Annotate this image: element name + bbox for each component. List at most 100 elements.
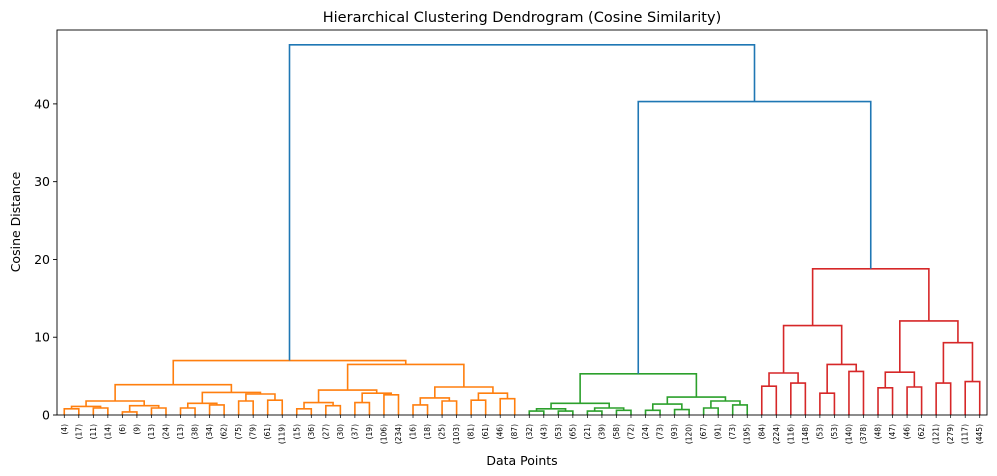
leaf-label: (32) <box>525 424 534 439</box>
leaf-label: (15) <box>292 424 301 439</box>
leaf-label: (4) <box>60 424 69 435</box>
leaf-label: (148) <box>801 424 810 444</box>
leaf-label: (36) <box>307 424 316 439</box>
dendrogram-link-green <box>579 372 698 404</box>
leaf-labels: (4) (17) (11) (14) (6) (9) (13) (24) (13) (38) (34… <box>60 415 984 444</box>
dendrogram-link-green <box>535 407 567 412</box>
leaf-label: (16) <box>409 424 418 439</box>
dendrogram-link-green <box>615 409 632 415</box>
leaf-label: (116) <box>786 424 795 444</box>
dendrogram-link-red <box>768 372 799 387</box>
leaf-label: (37) <box>350 424 359 439</box>
leaf-label: (445) <box>975 424 984 444</box>
leaf-label: (378) <box>859 424 868 444</box>
leaf-label: (38) <box>191 424 200 439</box>
leaf-label: (81) <box>467 424 476 439</box>
dendrogram-link-red <box>877 386 894 415</box>
leaf-label: (46) <box>903 424 912 439</box>
leaf-label: (25) <box>438 424 447 439</box>
leaf-label: (43) <box>539 424 548 439</box>
y-tick-label: 0 <box>42 408 50 423</box>
dendrogram-link-orange <box>295 407 313 415</box>
dendrogram-link-orange <box>172 359 407 385</box>
dendrogram-link-orange <box>92 407 109 415</box>
dendrogram-link-blue <box>637 100 872 374</box>
dendrogram-link-orange <box>499 397 516 415</box>
leaf-label: (62) <box>917 424 926 439</box>
leaf-label: (67) <box>699 424 708 439</box>
leaf-label: (53) <box>554 424 563 439</box>
dendrogram-link-red <box>964 380 981 415</box>
dendrogram-link-red <box>811 267 930 326</box>
leaf-label: (73) <box>656 424 665 439</box>
leaf-label: (48) <box>874 424 883 439</box>
leaf-label: (11) <box>89 424 98 439</box>
leaf-label: (53) <box>815 424 824 439</box>
x-axis-label: Data Points <box>486 453 557 468</box>
dendrogram-link-red <box>782 324 843 373</box>
dendrogram-link-orange <box>303 401 334 409</box>
chart-title: Hierarchical Clustering Dendrogram (Cosi… <box>323 10 721 26</box>
dendrogram-link-green <box>557 410 574 415</box>
dendrogram-link-orange <box>266 399 284 415</box>
dendrogram-link-red <box>848 370 865 415</box>
leaf-label: (13) <box>176 424 185 439</box>
dendrogram-link-orange <box>317 389 378 403</box>
dendrogram-link-green <box>644 409 661 415</box>
dendrogram-link-green <box>731 404 749 415</box>
dendrogram-link-orange <box>441 400 458 415</box>
dendrogram-link-orange <box>470 399 487 415</box>
dendrogram-link-red <box>942 341 974 384</box>
leaf-label: (62) <box>220 424 229 439</box>
leaf-label: (6) <box>118 424 127 435</box>
dendrogram-link-red <box>826 363 858 394</box>
leaf-label: (234) <box>394 424 403 444</box>
leaf-label: (24) <box>161 424 170 439</box>
leaf-label: (279) <box>946 424 955 444</box>
leaf-label: (103) <box>452 424 461 444</box>
leaf-label: (106) <box>379 424 388 444</box>
dendrogram-link-orange <box>237 400 254 415</box>
dendrogram-link-orange <box>121 411 138 415</box>
y-axis: 0 10 20 30 40 <box>34 96 57 423</box>
leaf-label: (9) <box>132 424 141 435</box>
leaf-label: (19) <box>365 424 374 439</box>
dendrogram-link-green <box>528 410 545 415</box>
leaf-label: (195) <box>743 424 752 444</box>
leaf-label: (47) <box>888 424 897 439</box>
dendrogram-link-green <box>586 410 603 415</box>
dendrogram-link-blue <box>288 43 756 361</box>
leaf-label: (119) <box>278 424 287 444</box>
dendrogram-link-red <box>935 382 952 415</box>
dendrogram-link-orange <box>419 397 451 405</box>
leaf-label: (46) <box>496 424 505 439</box>
y-tick-label: 20 <box>34 252 50 267</box>
y-tick-label: 40 <box>34 96 50 111</box>
y-tick-label: 10 <box>34 330 50 345</box>
dendrogram-link-red <box>790 382 807 415</box>
dendrogram-link-orange <box>128 404 160 412</box>
leaf-label: (73) <box>728 424 737 439</box>
dendrogram-link-red <box>884 371 916 388</box>
leaf-label: (121) <box>932 424 941 444</box>
dendrogram-link-orange <box>150 407 167 415</box>
leaf-label: (79) <box>249 424 258 439</box>
dendrogram-link-orange <box>325 404 342 415</box>
leaf-label: (65) <box>568 424 577 439</box>
leaf-label: (27) <box>321 424 330 439</box>
leaf-label: (17) <box>74 424 83 439</box>
plot-frame <box>56 29 988 416</box>
leaf-label: (84) <box>757 424 766 439</box>
leaf-label: (34) <box>205 424 214 439</box>
dendrogram-link-red <box>906 386 923 415</box>
y-axis-label: Cosine Distance <box>8 171 23 272</box>
leaf-label: (93) <box>670 424 679 439</box>
dendrogram-link-red <box>819 392 836 415</box>
leaf-label: (39) <box>597 424 606 439</box>
leaf-label: (61) <box>481 424 490 439</box>
leaf-label: (224) <box>772 424 781 444</box>
dendrogram-link-orange <box>179 407 196 415</box>
dendrogram-link-red <box>899 320 959 373</box>
leaf-label: (120) <box>685 424 694 444</box>
